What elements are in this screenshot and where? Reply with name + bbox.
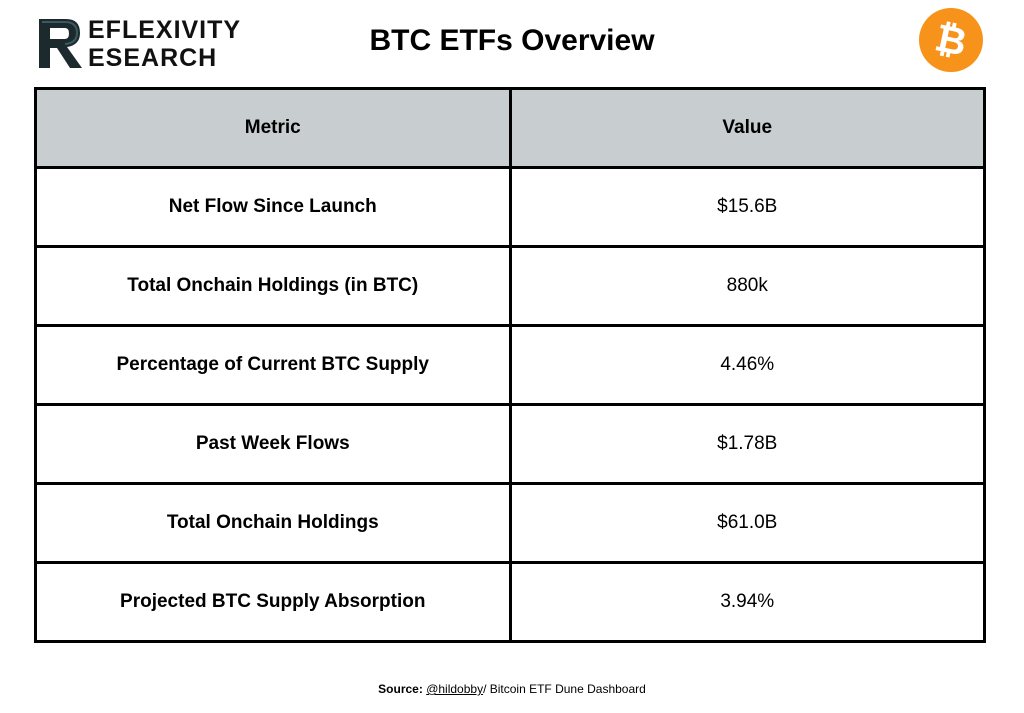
row-value: 880k bbox=[508, 245, 986, 327]
reflexivity-research-logo: EFLEXIVITY ESEARCH bbox=[36, 16, 276, 72]
header-metric: Metric bbox=[34, 87, 512, 169]
logo-text-line2: ESEARCH bbox=[88, 44, 218, 72]
row-metric: Total Onchain Holdings bbox=[34, 482, 512, 564]
row-value: $61.0B bbox=[508, 482, 986, 564]
row-metric: Percentage of Current BTC Supply bbox=[34, 324, 512, 406]
table-row: Total Onchain Holdings $61.0B bbox=[34, 482, 986, 564]
logo-text-line1: EFLEXIVITY bbox=[88, 16, 242, 44]
row-metric: Net Flow Since Launch bbox=[34, 166, 512, 248]
row-metric: Past Week Flows bbox=[34, 403, 512, 485]
table-row: Net Flow Since Launch $15.6B bbox=[34, 166, 986, 248]
header-value: Value bbox=[508, 87, 986, 169]
logo-r-mark bbox=[39, 19, 82, 68]
table-header-row: Metric Value bbox=[34, 87, 986, 169]
row-metric: Total Onchain Holdings (in BTC) bbox=[34, 245, 512, 327]
source-label: Source: bbox=[378, 682, 423, 696]
row-value: 3.94% bbox=[508, 561, 986, 643]
source-text: / Bitcoin ETF Dune Dashboard bbox=[483, 682, 646, 696]
row-value: 4.46% bbox=[508, 324, 986, 406]
bitcoin-icon: ₿ bbox=[919, 8, 983, 72]
page-title: BTC ETFs Overview bbox=[369, 24, 655, 57]
table-row: Percentage of Current BTC Supply 4.46% bbox=[34, 324, 986, 406]
row-value: $15.6B bbox=[508, 166, 986, 248]
table-row: Total Onchain Holdings (in BTC) 880k bbox=[34, 245, 986, 327]
source-link[interactable]: @hildobby bbox=[426, 682, 484, 696]
source-citation: Source: @hildobby/ Bitcoin ETF Dune Dash… bbox=[0, 682, 1024, 696]
etf-table-container: Metric Value Net Flow Since Launch $15.6… bbox=[34, 87, 986, 643]
row-value: $1.78B bbox=[508, 403, 986, 485]
etf-overview-table: Metric Value Net Flow Since Launch $15.6… bbox=[34, 87, 986, 643]
table-row: Past Week Flows $1.78B bbox=[34, 403, 986, 485]
row-metric: Projected BTC Supply Absorption bbox=[34, 561, 512, 643]
table-row: Projected BTC Supply Absorption 3.94% bbox=[34, 561, 986, 643]
